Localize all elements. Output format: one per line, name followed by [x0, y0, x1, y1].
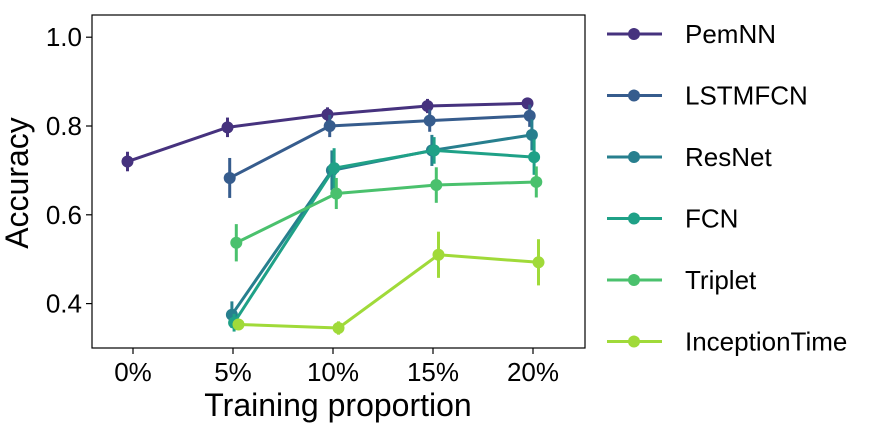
x-axis-ticks: 0% 5% 10% 15% 20% — [114, 348, 559, 387]
data-point — [428, 144, 441, 157]
data-point — [421, 100, 434, 113]
data-point — [221, 121, 234, 134]
y-tick-label: 0.8 — [46, 111, 82, 141]
x-axis-title: Training proportion — [204, 387, 471, 423]
legend-label: PemNN — [685, 19, 776, 49]
legend-marker — [628, 28, 640, 40]
data-point — [528, 151, 541, 164]
data-point — [525, 128, 538, 141]
data-point — [232, 318, 245, 331]
legend-marker — [628, 89, 640, 102]
data-point — [332, 322, 345, 335]
legend-marker — [628, 212, 640, 225]
series-pemnn — [121, 97, 534, 172]
data-point — [432, 248, 445, 261]
x-tick-label: 15% — [407, 357, 459, 387]
data-point — [330, 187, 343, 200]
series-line — [238, 253, 539, 330]
data-point — [230, 236, 243, 249]
legend-marker — [628, 274, 640, 286]
data-point — [223, 171, 236, 184]
x-tick-label: 20% — [507, 357, 559, 387]
legend-label: Triplet — [685, 265, 757, 295]
series-line — [232, 148, 535, 324]
y-tick-label: 1.0 — [46, 22, 82, 52]
y-tick-label: 0.4 — [46, 289, 82, 319]
series-line — [235, 180, 537, 245]
legend-label: LSTMFCN — [685, 81, 808, 111]
series-line — [230, 133, 533, 316]
x-tick-label: 10% — [307, 357, 359, 387]
legend-label: ResNet — [685, 142, 772, 172]
series-inceptiontime — [232, 231, 545, 335]
y-tick-label: 0.6 — [46, 200, 82, 230]
legend-label: InceptionTime — [685, 327, 847, 357]
legend-marker — [628, 335, 640, 348]
y-axis-ticks: 0.4 0.6 0.8 1.0 — [46, 22, 92, 319]
data-point — [121, 155, 134, 168]
data-point — [521, 97, 534, 110]
data-point — [323, 120, 336, 132]
legend: PemNN LSTMFCN ResNet FCN Triplet InceptionTim… — [607, 19, 847, 357]
series-triplet — [230, 166, 543, 262]
data-point — [523, 109, 536, 122]
series-line — [229, 114, 530, 180]
x-tick-label: 5% — [214, 357, 252, 387]
plot-frame — [91, 14, 586, 349]
data-point — [321, 108, 334, 121]
legend-label: FCN — [685, 204, 738, 234]
y-axis-title: Accuracy — [0, 117, 35, 249]
data-point — [530, 175, 543, 188]
series-layer — [121, 97, 545, 335]
data-point — [328, 162, 341, 175]
data-point — [532, 256, 545, 269]
legend-marker — [628, 151, 640, 163]
data-point — [430, 179, 443, 192]
series-lstmfcn — [223, 104, 536, 198]
x-tick-label: 0% — [114, 357, 152, 387]
series-fcn — [228, 137, 541, 332]
data-point — [423, 114, 436, 127]
